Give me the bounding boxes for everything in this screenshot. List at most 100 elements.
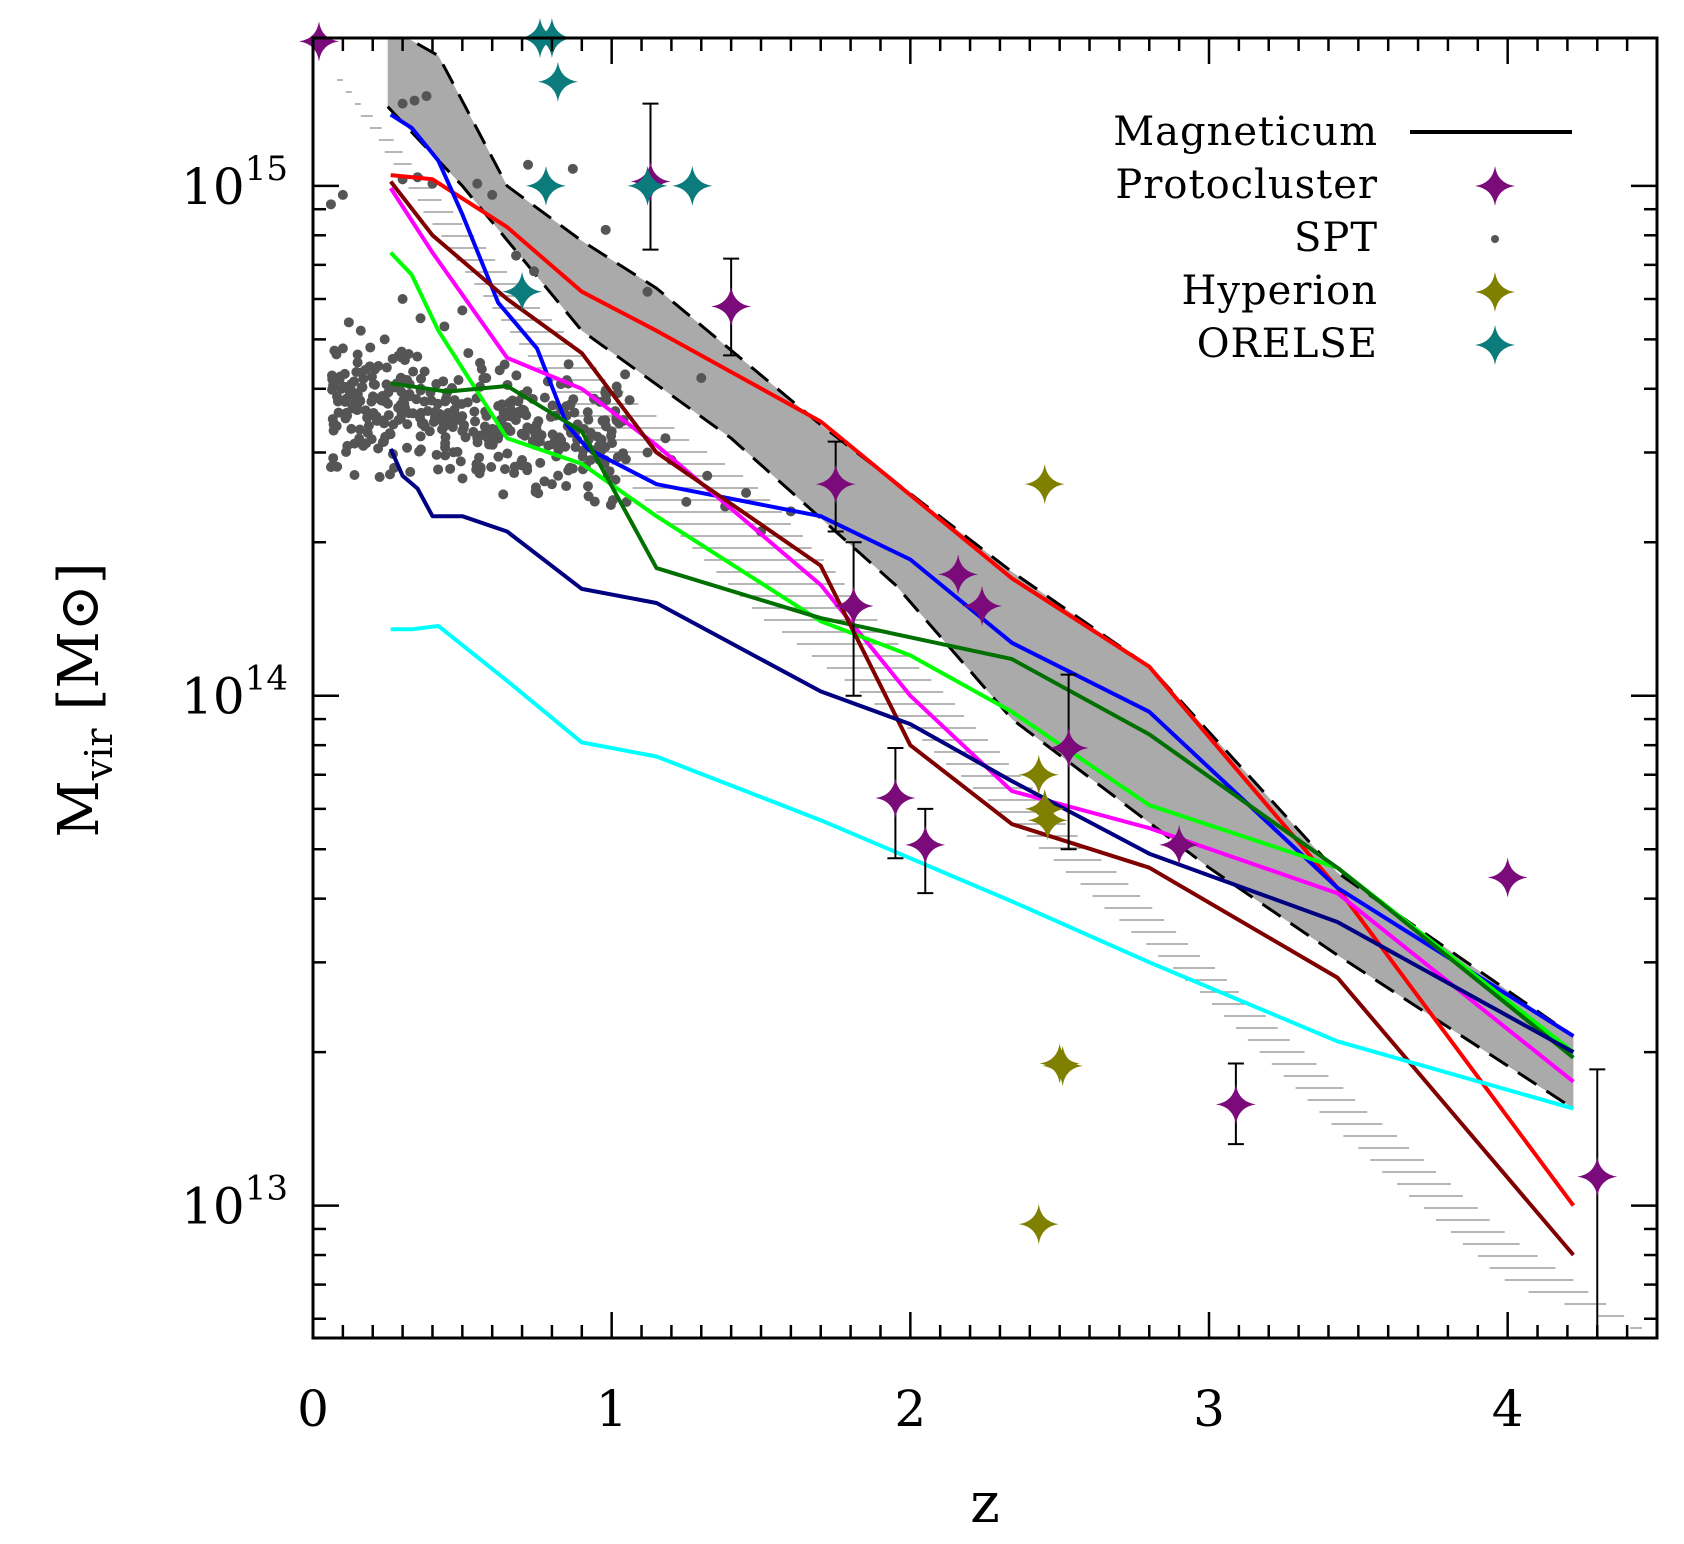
protocluster-star (1215, 1084, 1256, 1125)
spt-point (332, 396, 343, 407)
spt-point (333, 407, 344, 418)
protocluster-star (938, 554, 979, 595)
spt-point (379, 394, 390, 405)
spt-point (379, 334, 390, 345)
spt-point (402, 419, 413, 430)
model-line (390, 381, 1575, 1060)
spt-point (412, 351, 423, 362)
spt-point (681, 496, 692, 507)
spt-point (476, 364, 487, 375)
spt-point (397, 293, 408, 304)
spt-point (342, 440, 353, 451)
spt-point (415, 431, 426, 442)
orelse-star (672, 165, 713, 206)
spt-point (499, 464, 510, 475)
y-axis-title: Mvir [M⊙] (47, 562, 121, 837)
legend-dot-symbol (1491, 235, 1499, 243)
spt-point (407, 408, 418, 419)
x-tick-label: 0 (297, 1380, 329, 1438)
spt-point (402, 442, 413, 453)
protocluster-star (875, 778, 916, 819)
hatch-region (336, 79, 1643, 1329)
spt-point (340, 396, 351, 407)
protocluster-star (1159, 824, 1200, 865)
spt-point (440, 438, 451, 449)
protocluster-star (298, 21, 339, 62)
spt-point (339, 368, 350, 379)
spt-point (522, 386, 533, 397)
spt-point (607, 438, 618, 449)
spt-point (472, 178, 483, 189)
spt-point (563, 359, 574, 370)
legend-star-symbol (1475, 166, 1515, 206)
protocluster-star (905, 824, 946, 865)
spt-point (494, 365, 505, 376)
spt-point (381, 362, 392, 373)
spt-point (620, 369, 631, 380)
spt-point (474, 468, 485, 479)
y-axis-title-main: M (47, 780, 112, 837)
spt-point (445, 463, 456, 474)
spt-point (462, 397, 473, 408)
plot-frame (311, 36, 1659, 1340)
spt-point (493, 430, 504, 441)
y-axis-title-unit: [M⊙] (47, 562, 112, 710)
spt-point (470, 416, 481, 427)
spt-point (642, 447, 653, 458)
spt-point (366, 434, 377, 445)
spt-point (431, 379, 442, 390)
spt-point (418, 418, 429, 429)
spt-point (522, 461, 533, 472)
protocluster-star (1577, 1156, 1618, 1197)
spt-point (583, 414, 594, 425)
spt-point (453, 375, 464, 386)
spt-point (469, 406, 480, 417)
spt-point (430, 406, 441, 417)
spt-point (431, 449, 442, 460)
spt-point (600, 421, 611, 432)
spt-point (741, 487, 752, 498)
spt-point (393, 414, 404, 425)
orelse-star (537, 61, 578, 102)
legend-star-symbol (1475, 272, 1515, 312)
legend: Magneticum Protocluster SPT Hyperion ORELSE (1113, 109, 1572, 367)
spt-point (565, 399, 576, 410)
spt-point (448, 447, 459, 458)
spt-point (505, 404, 516, 415)
spt-point (356, 382, 367, 393)
spt-point (513, 396, 524, 407)
axes: 0 1 2 3 4 1013 1014 1015 (181, 36, 1659, 1438)
hyperion-star (1027, 800, 1068, 841)
spt-point (511, 250, 522, 261)
spt-point (457, 426, 468, 437)
spt-point (329, 345, 340, 356)
spt-point (498, 489, 509, 500)
spt-point (354, 395, 365, 406)
spt-point (405, 466, 416, 477)
spt-point (556, 439, 567, 450)
y-axis-title-sub: vir (77, 728, 121, 782)
orelse-star (627, 165, 668, 206)
spt-point (398, 374, 409, 385)
spt-point (432, 398, 443, 409)
spt-point (404, 391, 415, 402)
model-line (389, 180, 1575, 1257)
spt-point (384, 469, 395, 480)
spt-point (360, 364, 371, 375)
spt-point (416, 373, 427, 384)
legend-label: Hyperion (1181, 268, 1378, 314)
spt-point (553, 470, 564, 481)
spt-point (328, 453, 339, 464)
spt-point (496, 399, 507, 410)
spt-point (471, 459, 482, 470)
spt-point (485, 436, 496, 447)
magneticum-upper-dashed (404, 38, 1575, 1038)
spt-point (539, 476, 550, 487)
x-axis-title: z (970, 1471, 1000, 1536)
spt-point (349, 376, 360, 387)
spt-point (567, 163, 578, 174)
spt-point (352, 349, 363, 360)
spt-point (642, 286, 653, 297)
spt-point (600, 224, 611, 235)
protocluster-star (711, 286, 752, 327)
